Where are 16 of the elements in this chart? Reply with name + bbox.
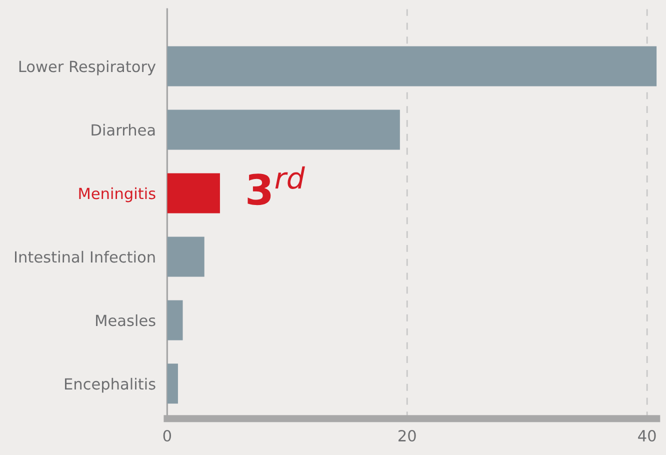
y-tick-label: Meningitis <box>79 187 156 202</box>
bar <box>167 46 657 86</box>
bar <box>167 364 178 404</box>
y-tick-label: Lower Respiratory <box>19 60 156 76</box>
y-tick-label: Diarrhea <box>92 124 155 136</box>
y-tick-label: Intestinal Infection <box>15 250 155 263</box>
annotation: 3$^{rd}$ <box>248 166 305 206</box>
x-tick-label: 40 <box>638 430 656 442</box>
x-tick-label: 20 <box>398 430 416 442</box>
y-tick-label: Encephalitis <box>64 378 156 393</box>
x-tick-label: 0 <box>163 430 172 442</box>
y-tick-label: Measles <box>96 314 156 326</box>
bar <box>167 236 204 277</box>
bar <box>167 173 220 214</box>
bar <box>167 300 183 340</box>
bar <box>167 110 400 150</box>
